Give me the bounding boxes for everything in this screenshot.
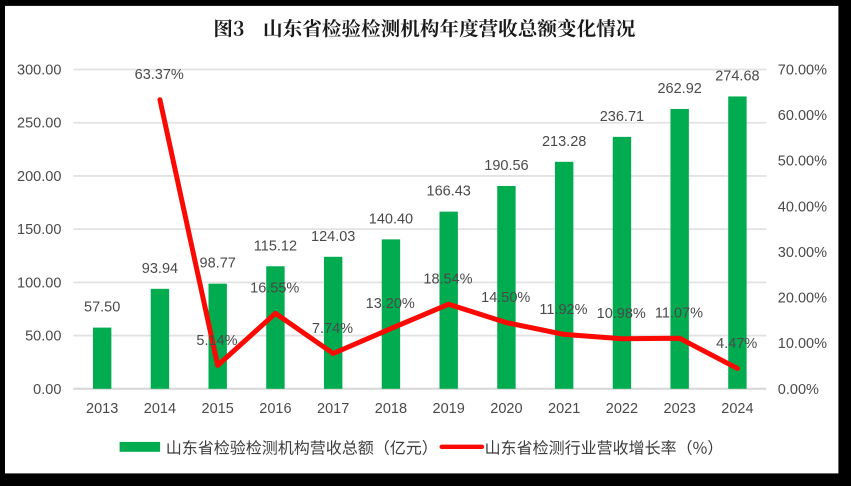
svg-text:150.00: 150.00 bbox=[17, 222, 61, 238]
svg-text:40.00%: 40.00% bbox=[778, 199, 827, 215]
svg-text:274.68: 274.68 bbox=[715, 68, 759, 84]
svg-text:0.00%: 0.00% bbox=[778, 382, 819, 398]
svg-text:2013: 2013 bbox=[86, 401, 118, 417]
svg-text:190.56: 190.56 bbox=[484, 158, 528, 174]
svg-text:14.50%: 14.50% bbox=[481, 290, 530, 306]
svg-text:93.94: 93.94 bbox=[142, 261, 178, 277]
svg-text:2015: 2015 bbox=[202, 401, 234, 417]
svg-text:98.77: 98.77 bbox=[200, 256, 236, 272]
svg-text:11.07%: 11.07% bbox=[655, 306, 703, 322]
svg-text:2014: 2014 bbox=[144, 401, 176, 417]
svg-text:63.37%: 63.37% bbox=[135, 67, 184, 83]
svg-text:60.00%: 60.00% bbox=[778, 108, 827, 124]
svg-text:20.00%: 20.00% bbox=[778, 291, 827, 307]
svg-text:2024: 2024 bbox=[721, 401, 753, 417]
svg-text:4.47%: 4.47% bbox=[716, 336, 757, 352]
svg-text:300.00: 300.00 bbox=[17, 63, 61, 79]
svg-text:57.50: 57.50 bbox=[84, 300, 120, 316]
svg-text:2017: 2017 bbox=[317, 401, 349, 417]
svg-text:0.00: 0.00 bbox=[33, 382, 61, 398]
svg-text:5.14%: 5.14% bbox=[196, 333, 237, 349]
svg-text:30.00%: 30.00% bbox=[778, 245, 827, 261]
svg-text:70.00%: 70.00% bbox=[778, 63, 827, 79]
svg-text:2022: 2022 bbox=[606, 401, 638, 417]
svg-text:2020: 2020 bbox=[490, 401, 522, 417]
svg-text:2016: 2016 bbox=[259, 401, 291, 417]
svg-text:100.00: 100.00 bbox=[17, 275, 61, 291]
svg-text:13.20%: 13.20% bbox=[366, 296, 415, 312]
svg-text:262.92: 262.92 bbox=[657, 81, 701, 97]
svg-text:7.74%: 7.74% bbox=[312, 321, 353, 337]
svg-text:2019: 2019 bbox=[433, 401, 465, 417]
svg-text:236.71: 236.71 bbox=[600, 109, 644, 125]
svg-text:115.12: 115.12 bbox=[254, 238, 297, 254]
svg-text:2018: 2018 bbox=[375, 401, 407, 417]
svg-text:50.00: 50.00 bbox=[25, 329, 61, 345]
svg-text:2021: 2021 bbox=[548, 401, 580, 417]
svg-text:124.03: 124.03 bbox=[311, 229, 355, 245]
svg-text:10.00%: 10.00% bbox=[778, 336, 827, 352]
svg-text:11.92%: 11.92% bbox=[539, 302, 587, 318]
svg-text:10.98%: 10.98% bbox=[597, 306, 646, 322]
svg-text:200.00: 200.00 bbox=[17, 169, 61, 185]
svg-text:140.40: 140.40 bbox=[369, 211, 413, 227]
svg-text:166.43: 166.43 bbox=[427, 184, 471, 200]
svg-text:16.55%: 16.55% bbox=[250, 281, 299, 297]
svg-text:2023: 2023 bbox=[664, 401, 696, 417]
svg-text:18.54%: 18.54% bbox=[423, 272, 472, 288]
svg-text:213.28: 213.28 bbox=[542, 134, 586, 150]
svg-text:50.00%: 50.00% bbox=[778, 154, 827, 170]
svg-text:250.00: 250.00 bbox=[17, 116, 61, 132]
